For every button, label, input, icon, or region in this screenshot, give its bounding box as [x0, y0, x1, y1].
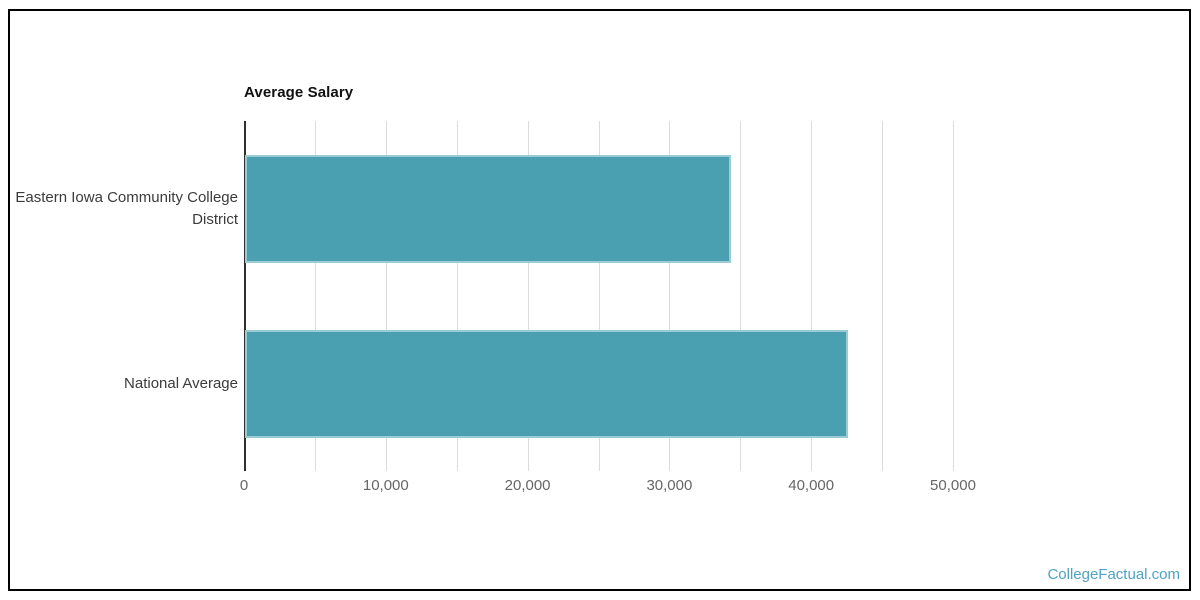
gridline	[882, 121, 884, 471]
gridline	[811, 121, 813, 471]
gridline	[598, 121, 600, 471]
x-axis-tick-label: 0	[239, 477, 249, 494]
x-axis-tick-label: 30,000	[646, 477, 693, 494]
gridline	[456, 121, 458, 471]
chart-title: Average Salary	[244, 84, 354, 101]
y-axis-line	[244, 121, 246, 471]
gridline	[527, 121, 529, 471]
plot-area	[244, 121, 954, 471]
gridline	[314, 121, 316, 471]
gridline	[669, 121, 671, 471]
gridline	[953, 121, 954, 471]
category-label: National Average	[124, 374, 238, 392]
gridline	[740, 121, 742, 471]
x-axis-tick-label: 10,000	[362, 477, 409, 494]
category-label: Eastern Iowa Community College District	[15, 188, 238, 228]
bar-school[interactable]	[245, 154, 732, 263]
x-axis-tick-label: 20,000	[504, 477, 551, 494]
x-axis-tick-label: 40,000	[788, 477, 835, 494]
bar-national-average[interactable]	[245, 329, 848, 438]
watermark-link[interactable]: CollegeFactual.com	[1047, 566, 1180, 583]
x-axis-tick-label: 50,000	[930, 477, 976, 494]
gridline	[385, 121, 387, 471]
